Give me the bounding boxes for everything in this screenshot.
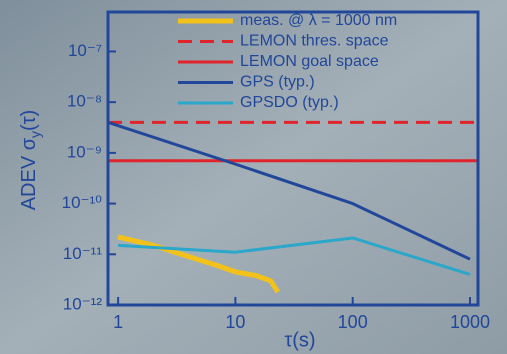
y-tick-label: 10⁻⁹ xyxy=(67,142,102,161)
legend-label: GPSDO (typ.) xyxy=(240,94,339,111)
y-axis-label: ADEV σy(τ) xyxy=(18,110,42,211)
y-label-part: ADEV σ xyxy=(18,137,40,210)
x-axis-label: τ(s) xyxy=(284,329,315,351)
y-label-sub: y xyxy=(27,131,43,138)
y-tick-label: 10⁻¹¹ xyxy=(63,244,103,263)
x-tick-label: 1 xyxy=(113,312,123,332)
legend-label: GPS (typ.) xyxy=(240,74,315,91)
x-tick-label: 10 xyxy=(225,312,245,332)
y-tick-label: 10⁻¹⁰ xyxy=(62,193,103,212)
x-tick-label: 1000 xyxy=(450,312,490,332)
legend-label: LEMON goal space xyxy=(240,53,379,70)
legend-label: meas. @ λ = 1000 nm xyxy=(240,12,397,29)
chart: τ(s) ADEV σy(τ) 1 10 100 1000 10⁻¹² 10⁻¹¹ 10⁻¹… xyxy=(0,0,507,354)
y-tick-label: 10⁻¹² xyxy=(63,294,103,313)
y-label-part: (τ) xyxy=(18,110,40,131)
y-tick-label: 10⁻⁷ xyxy=(68,41,102,60)
x-tick-label: 100 xyxy=(338,312,368,332)
y-tick-label: 10⁻⁸ xyxy=(67,92,102,111)
legend-label: LEMON thres. space xyxy=(240,33,389,50)
